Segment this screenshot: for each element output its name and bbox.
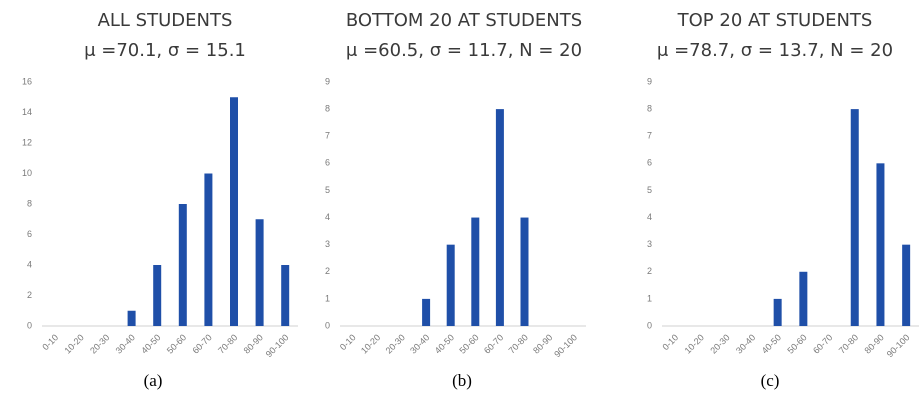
bar bbox=[902, 244, 911, 326]
y-tick-label: 4 bbox=[647, 212, 652, 222]
x-tick-label: 20-30 bbox=[88, 332, 111, 355]
bar bbox=[255, 219, 264, 326]
x-tick-label: 10-20 bbox=[359, 332, 382, 355]
y-tick-label: 8 bbox=[325, 103, 330, 113]
bar bbox=[446, 244, 455, 326]
y-tick-label: 5 bbox=[325, 185, 330, 195]
y-tick-label: 16 bbox=[22, 76, 32, 86]
y-tick-label: 2 bbox=[647, 266, 652, 276]
y-tick-label: 5 bbox=[647, 185, 652, 195]
bar bbox=[422, 298, 431, 326]
y-tick-label: 14 bbox=[22, 107, 32, 117]
x-tick-label: 50-60 bbox=[785, 332, 808, 355]
x-tick-label: 50-60 bbox=[165, 332, 188, 355]
x-tick-label: 40-50 bbox=[433, 332, 456, 355]
x-tick-label: 70-80 bbox=[216, 332, 239, 355]
panel-c: TOP 20 AT STUDENTS μ =78.7, σ = 13.7, N … bbox=[647, 10, 919, 390]
x-tick-label: 90-100 bbox=[264, 332, 291, 359]
x-tick-label: 60-70 bbox=[811, 332, 834, 355]
y-tick-label: 0 bbox=[27, 320, 32, 330]
x-tick-label: 80-90 bbox=[863, 332, 886, 355]
y-tick-label: 12 bbox=[22, 137, 32, 147]
panel-caption: (a) bbox=[144, 371, 163, 390]
bar bbox=[495, 109, 504, 326]
y-tick-label: 3 bbox=[325, 239, 330, 249]
y-tick-label: 4 bbox=[325, 212, 330, 222]
x-tick-label: 0-10 bbox=[338, 332, 358, 352]
y-tick-label: 8 bbox=[647, 103, 652, 113]
panel-a: ALL STUDENTS μ =70.1, σ = 15.1 (a) 0 2 4 6 8… bbox=[22, 10, 298, 390]
x-tick-label: 20-30 bbox=[384, 332, 407, 355]
x-tick-label: 80-90 bbox=[242, 332, 265, 355]
chart-title: TOP 20 AT STUDENTS bbox=[677, 10, 873, 31]
y-tick-label: 6 bbox=[325, 158, 330, 168]
bar bbox=[204, 173, 213, 326]
y-tick-label: 1 bbox=[647, 293, 652, 303]
bar bbox=[153, 265, 162, 326]
x-tick-label: 70-80 bbox=[507, 332, 530, 355]
x-tick-label: 30-40 bbox=[408, 332, 431, 355]
y-tick-label: 10 bbox=[22, 168, 32, 178]
y-tick-label: 0 bbox=[325, 320, 330, 330]
x-tick-label: 20-30 bbox=[708, 332, 731, 355]
y-tick-label: 6 bbox=[647, 158, 652, 168]
bar bbox=[773, 298, 782, 326]
y-tick-label: 1 bbox=[325, 293, 330, 303]
x-tick-label: 70-80 bbox=[837, 332, 860, 355]
bar bbox=[230, 97, 238, 326]
bar bbox=[520, 217, 529, 326]
y-tick-label: 0 bbox=[647, 320, 652, 330]
panel-caption: (b) bbox=[452, 371, 472, 390]
x-tick-label: 10-20 bbox=[683, 332, 706, 355]
y-tick-label: 3 bbox=[647, 239, 652, 249]
chart-subtitle: μ =60.5, σ = 11.7, N = 20 bbox=[346, 40, 582, 61]
x-tick-label: 0-10 bbox=[40, 332, 60, 352]
x-tick-label: 60-70 bbox=[482, 332, 505, 355]
chart-subtitle: μ =78.7, σ = 13.7, N = 20 bbox=[657, 40, 893, 61]
y-tick-label: 6 bbox=[27, 229, 32, 239]
chart-subtitle: μ =70.1, σ = 15.1 bbox=[84, 40, 246, 61]
x-tick-label: 40-50 bbox=[760, 332, 783, 355]
x-tick-label: 90-100 bbox=[885, 332, 912, 359]
x-tick-label: 50-60 bbox=[457, 332, 480, 355]
bar bbox=[127, 310, 136, 326]
y-tick-label: 2 bbox=[325, 266, 330, 276]
y-tick-label: 7 bbox=[647, 131, 652, 141]
y-tick-label: 9 bbox=[647, 76, 652, 86]
y-tick-label: 4 bbox=[27, 259, 32, 269]
chart-title: ALL STUDENTS bbox=[98, 10, 233, 31]
y-tick-label: 2 bbox=[27, 290, 32, 300]
y-tick-label: 8 bbox=[27, 198, 32, 208]
y-tick-label: 9 bbox=[325, 76, 330, 86]
x-tick-label: 10-20 bbox=[62, 332, 85, 355]
x-tick-label: 60-70 bbox=[190, 332, 213, 355]
x-tick-label: 90-100 bbox=[552, 332, 579, 359]
bar bbox=[799, 271, 808, 326]
bar bbox=[471, 217, 480, 326]
x-tick-label: 0-10 bbox=[660, 332, 680, 352]
chart-title: BOTTOM 20 AT STUDENTS bbox=[346, 10, 582, 31]
bar bbox=[876, 163, 885, 326]
y-tick-label: 7 bbox=[325, 131, 330, 141]
panel-caption: (c) bbox=[761, 371, 780, 390]
bar bbox=[178, 204, 187, 326]
x-tick-label: 40-50 bbox=[139, 332, 162, 355]
x-tick-label: 30-40 bbox=[114, 332, 137, 355]
bar bbox=[281, 265, 290, 326]
bar bbox=[850, 109, 859, 326]
x-tick-label: 30-40 bbox=[734, 332, 757, 355]
panel-b: BOTTOM 20 AT STUDENTS μ =60.5, σ = 11.7,… bbox=[325, 10, 586, 390]
